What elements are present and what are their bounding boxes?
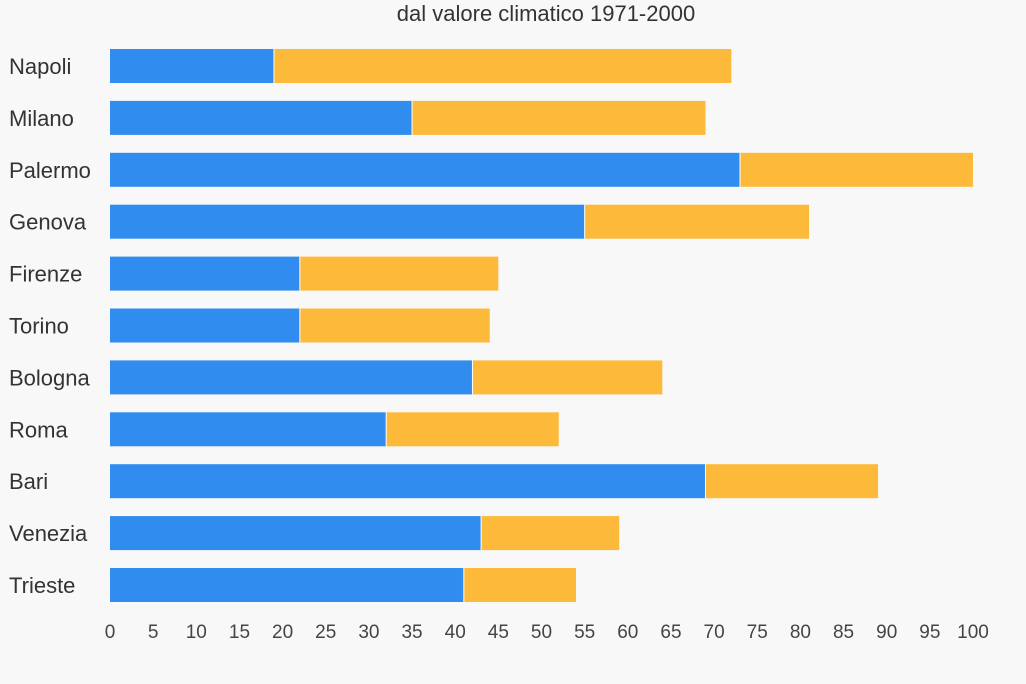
bars-layer (110, 49, 973, 602)
category-label-roma: Roma (9, 417, 68, 442)
bar-genova-segment-2 (584, 204, 810, 239)
bar-venezia-segment-1 (110, 516, 482, 551)
x-tick-label-30: 30 (358, 622, 379, 643)
x-tick-label-5: 5 (148, 622, 159, 643)
category-label-firenze: Firenze (9, 262, 82, 287)
x-tick-label-75: 75 (747, 622, 768, 643)
x-tick-label-35: 35 (401, 622, 422, 643)
category-label-bologna: Bologna (9, 365, 91, 390)
category-label-torino: Torino (9, 314, 69, 339)
bar-trieste-segment-1 (110, 568, 464, 602)
x-tick-label-25: 25 (315, 622, 336, 643)
bar-torino-segment-1 (110, 308, 300, 343)
x-tick-label-85: 85 (833, 622, 854, 643)
category-label-palermo: Palermo (9, 158, 91, 183)
x-tick-label-40: 40 (445, 622, 466, 643)
bar-trieste-segment-2 (463, 568, 577, 602)
bar-genova-segment-1 (110, 204, 585, 239)
category-label-milano: Milano (9, 106, 74, 131)
x-tick-label-95: 95 (919, 622, 940, 643)
x-tick-label-80: 80 (790, 622, 811, 643)
bar-bologna-segment-1 (110, 360, 473, 395)
bar-firenze-segment-1 (110, 256, 300, 291)
bar-torino-segment-2 (299, 308, 490, 343)
bar-venezia-segment-2 (481, 516, 620, 551)
bar-bari-segment-1 (110, 464, 706, 499)
bar-roma-segment-1 (110, 412, 387, 447)
x-tick-label-0: 0 (105, 622, 116, 643)
bar-napoli-segment-2 (273, 49, 732, 83)
x-tick-label-100: 100 (957, 622, 989, 643)
bar-palermo-segment-2 (739, 152, 973, 187)
category-labels: Napoli Milano Palermo Genova Firenze Torino Bo… (9, 54, 91, 598)
bar-bari-segment-2 (705, 464, 879, 499)
category-label-napoli: Napoli (9, 54, 71, 79)
category-label-trieste: Trieste (9, 573, 75, 598)
category-label-venezia: Venezia (9, 521, 88, 546)
x-tick-label-55: 55 (574, 622, 595, 643)
bar-napoli-segment-1 (110, 49, 274, 83)
x-axis-tick-labels: 0 5 10 15 20 25 30 35 40 45 50 55 60 65 70 75 80 85 90 95 10… (105, 622, 989, 643)
bar-milano-segment-1 (110, 100, 413, 135)
x-tick-label-15: 15 (229, 622, 250, 643)
category-label-bari: Bari (9, 469, 48, 494)
x-tick-label-70: 70 (704, 622, 725, 643)
bar-milano-segment-2 (412, 100, 706, 135)
x-tick-label-20: 20 (272, 622, 293, 643)
bar-roma-segment-2 (386, 412, 559, 447)
chart-title: dal valore climatico 1971-2000 (396, 1, 696, 26)
bar-bologna-segment-2 (472, 360, 663, 395)
x-tick-label-90: 90 (876, 622, 897, 643)
bar-palermo-segment-1 (110, 152, 740, 187)
category-label-genova: Genova (9, 210, 87, 235)
x-tick-label-60: 60 (617, 622, 638, 643)
x-tick-label-10: 10 (186, 622, 207, 643)
x-tick-label-65: 65 (660, 622, 681, 643)
x-tick-label-50: 50 (531, 622, 552, 643)
bar-firenze-segment-2 (299, 256, 499, 291)
x-tick-label-45: 45 (488, 622, 509, 643)
